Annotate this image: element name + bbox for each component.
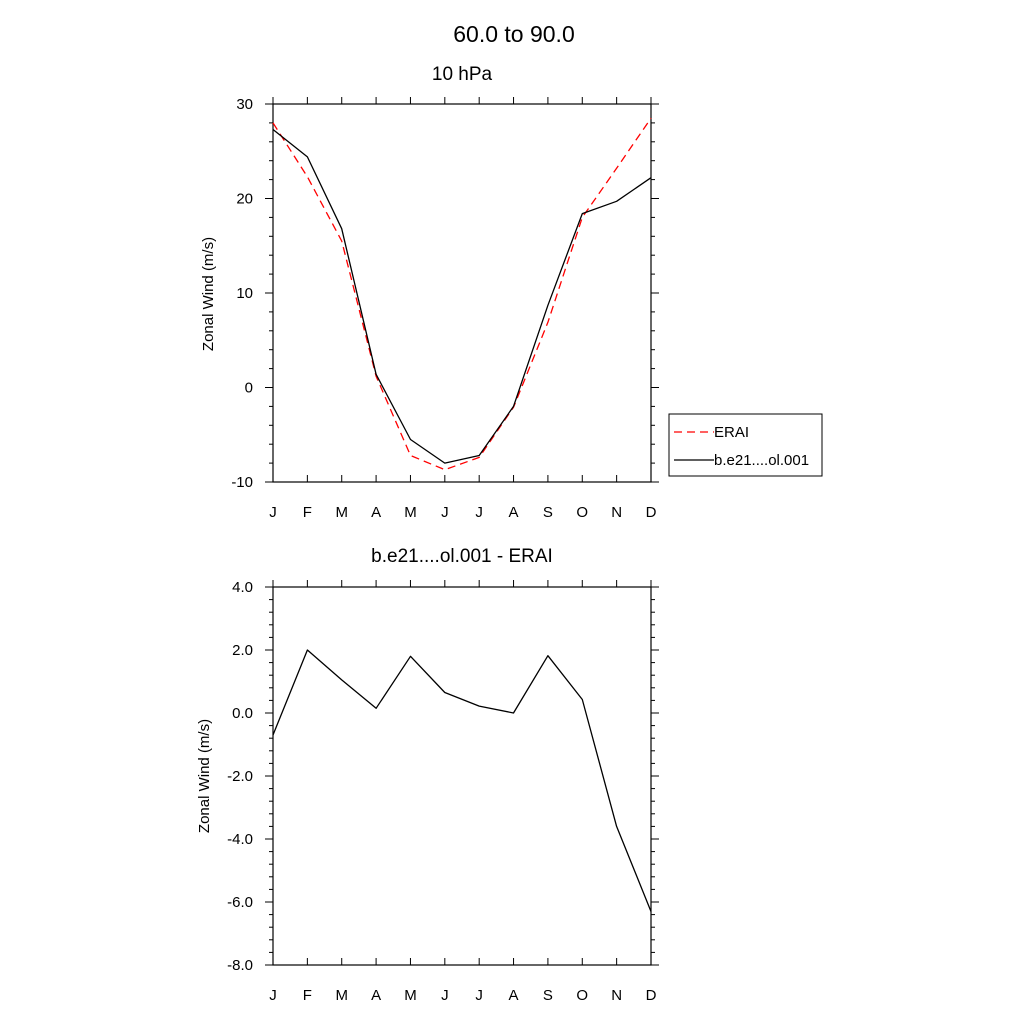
top-panel-xtick-label: J [269,504,277,521]
top-panel-xtick-label: F [303,504,312,521]
top-panel-ytick-label: 0 [245,380,253,397]
bottom-panel-xtick-label: M [335,987,348,1004]
bottom-panel-ytick-label: 0.0 [232,705,253,722]
top-panel-ytick-label: 10 [236,285,253,302]
bottom-panel-xtick-label: M [404,987,417,1004]
bottom-panel-ytick-label: -4.0 [227,831,253,848]
top-panel-xtick-label: D [646,504,657,521]
bottom-panel-xtick-label: A [509,987,519,1004]
bottom-panel: b.e21....ol.001 - ERAI Zonal Wind (m/s) … [196,546,659,1004]
legend-model-label: b.e21....ol.001 [714,452,809,469]
bottom-panel-ytick-label: 2.0 [232,642,253,659]
bottom-panel-xtick-label: D [646,987,657,1004]
top-panel-xtick-label: O [576,504,588,521]
bottom-panel-ytick-label: -8.0 [227,957,253,974]
bottom-panel-ytick-label: -2.0 [227,768,253,785]
legend-box [668,413,823,477]
bottom-panel-ytick-label: -6.0 [227,894,253,911]
top-panel-plot-frame [272,103,652,483]
bottom-panel-axes: J F M A M J J A S O N D -8.0 -6.0 -4.0 -2.0 0.0 2.0 4.0 [227,579,659,1004]
top-panel-ytick-label: -10 [231,474,253,491]
bottom-panel-xtick-label: F [303,987,312,1004]
top-panel-title: 10 hPa [432,64,493,85]
bottom-panel-ytick-label: 4.0 [232,579,253,596]
bottom-panel-xtick-label: O [576,987,588,1004]
top-panel: 10 hPa Zonal Wind (m/s) J F M A M J J A S O N D -10 0… [200,64,823,521]
top-panel-xtick-label: M [404,504,417,521]
top-panel-xtick-label: J [475,504,483,521]
bottom-panel-title: b.e21....ol.001 - ERAI [371,546,553,567]
bottom-panel-xtick-label: J [269,987,277,1004]
bottom-panel-series [272,649,652,912]
top-panel-xtick-label: J [441,504,449,521]
legend: ERAI b.e21....ol.001 [668,413,823,477]
legend-erai-label: ERAI [714,424,749,441]
bottom-panel-xtick-label: J [441,987,449,1004]
bottom-panel-xtick-label: S [543,987,553,1004]
bottom-panel-xtick-label: J [475,987,483,1004]
top-panel-xtick-label: N [611,504,622,521]
bottom-panel-plot-frame [272,586,652,966]
figure-title: 60.0 to 90.0 [453,21,575,47]
top-panel-ytick-label: 20 [236,191,253,208]
top-panel-ylabel: Zonal Wind (m/s) [200,237,217,351]
top-panel-xtick-label: M [335,504,348,521]
top-panel-series [272,117,652,471]
top-panel-xtick-label: A [371,504,381,521]
top-panel-ytick-label: 30 [236,96,253,113]
top-panel-series-line-b-e21-ol-001 [272,128,652,464]
top-panel-xtick-label: A [509,504,519,521]
bottom-panel-xtick-label: A [371,987,381,1004]
top-panel-series-line-erai [272,117,652,471]
top-panel-xtick-label: S [543,504,553,521]
top-panel-axes: J F M A M J J A S O N D -10 0 10 20 30 [231,96,659,521]
bottom-panel-xtick-label: N [611,987,622,1004]
bottom-panel-ylabel: Zonal Wind (m/s) [196,719,213,833]
bottom-panel-series-line-difference [272,649,652,912]
